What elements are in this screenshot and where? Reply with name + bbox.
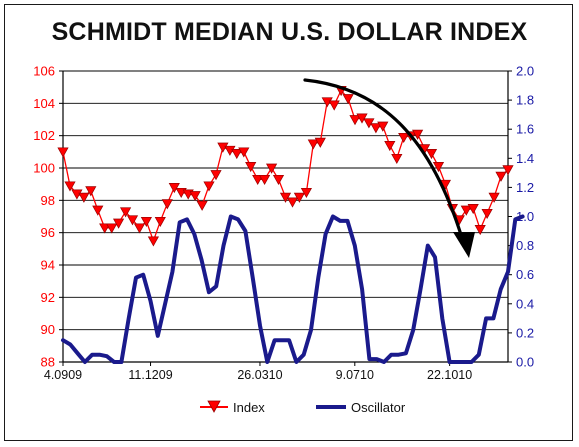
- legend-index-marker-icon: [207, 400, 221, 413]
- index-point: [57, 147, 69, 158]
- index-point: [272, 174, 285, 186]
- index-point: [481, 208, 493, 220]
- y-left-tick-label: 106: [33, 64, 55, 79]
- trend-arrow: [303, 78, 475, 258]
- index-point: [432, 162, 445, 173]
- index-point: [377, 121, 389, 132]
- y-right-tick-label: 0.6: [516, 267, 534, 282]
- y-left-tick-label: 94: [41, 258, 55, 273]
- index-point: [300, 187, 312, 199]
- index-point: [349, 115, 361, 126]
- index-point: [99, 223, 111, 234]
- y-right-tick-label: 0.2: [516, 325, 534, 340]
- index-point: [147, 236, 159, 247]
- y-right-tick-label: 0.4: [516, 296, 534, 311]
- y-right-tick-label: 1.0: [516, 209, 534, 224]
- index-point: [126, 215, 139, 226]
- index-point: [342, 94, 354, 105]
- index-point: [495, 171, 507, 182]
- index-point: [460, 205, 472, 216]
- axes: [59, 70, 512, 366]
- y-right-tick-label: 1.8: [516, 93, 534, 108]
- y-left-tick-label: 100: [33, 161, 55, 176]
- legend: Index Oscillator: [200, 400, 406, 415]
- index-point: [259, 174, 271, 186]
- index-point: [467, 204, 479, 215]
- index-point: [140, 216, 152, 228]
- index-point: [189, 191, 201, 202]
- trend-arrow-curve: [303, 78, 464, 240]
- trend-arrow-head-icon: [453, 232, 475, 258]
- index-point: [64, 181, 76, 192]
- index-point: [328, 100, 340, 111]
- index-series: [57, 86, 514, 247]
- y-axis-left-ticks: 88 90 92 94 96 98 100 102 104 106: [33, 64, 55, 370]
- y-right-tick-label: 1.2: [516, 180, 534, 195]
- y-left-tick-label: 102: [33, 128, 55, 143]
- y-left-tick-label: 98: [41, 193, 55, 208]
- index-point: [203, 181, 215, 192]
- x-axis-ticks: 4.0909 11.1209 26.0310 9.0710 22.1010: [44, 368, 472, 382]
- index-point: [245, 162, 257, 173]
- index-point: [252, 174, 264, 186]
- index-point: [474, 225, 486, 236]
- legend-oscillator-label: Oscillator: [351, 400, 406, 415]
- chart-title: SCHMIDT MEDIAN U.S. DOLLAR INDEX: [51, 18, 528, 46]
- index-point: [286, 197, 299, 208]
- index-point: [106, 223, 118, 234]
- index-point: [78, 192, 90, 203]
- index-point: [196, 200, 208, 211]
- index-point: [161, 199, 173, 210]
- index-point: [391, 153, 403, 165]
- y-right-tick-label: 1.6: [516, 122, 534, 137]
- oscillator-line: [61, 214, 525, 364]
- index-point: [370, 123, 382, 134]
- y-right-tick-label: 0.0: [516, 355, 534, 370]
- index-point: [307, 139, 319, 150]
- index-point: [238, 147, 250, 158]
- index-point: [92, 205, 104, 216]
- y-left-tick-label: 104: [33, 96, 55, 111]
- index-point: [425, 149, 438, 160]
- oscillator-series: [61, 214, 525, 364]
- index-point: [168, 183, 180, 194]
- index-point: [363, 118, 375, 129]
- x-tick-label: 22.1010: [427, 368, 472, 382]
- index-point: [314, 137, 326, 148]
- index-point: [502, 165, 514, 176]
- index-point: [231, 149, 243, 160]
- index-point: [120, 207, 132, 218]
- index-point: [398, 132, 410, 144]
- index-point: [266, 163, 278, 174]
- index-point: [85, 186, 97, 197]
- index-point: [384, 141, 396, 152]
- y-left-tick-label: 88: [41, 355, 55, 370]
- index-point: [488, 192, 500, 203]
- y-right-tick-label: 1.4: [516, 151, 534, 166]
- legend-index-label: Index: [233, 400, 265, 415]
- y-axis-right-ticks: 0.0 0.2 0.4 0.6 0.8 1.0 1.2 1.4 1.6 1.8 2.0: [516, 64, 534, 370]
- x-tick-label: 4.0909: [44, 368, 82, 382]
- y-left-tick-label: 92: [41, 290, 55, 305]
- x-tick-label: 9.0710: [336, 368, 374, 382]
- x-tick-label: 26.0310: [237, 368, 282, 382]
- y-right-tick-label: 0.8: [516, 238, 534, 253]
- index-point: [210, 170, 222, 181]
- y-left-tick-label: 96: [41, 225, 55, 240]
- x-tick-label: 11.1209: [128, 368, 172, 382]
- y-right-tick-label: 2.0: [516, 64, 534, 79]
- index-point: [154, 216, 166, 228]
- index-point: [133, 223, 146, 234]
- y-left-tick-label: 90: [41, 322, 55, 337]
- index-point: [412, 129, 424, 140]
- index-point: [113, 218, 125, 229]
- index-point: [293, 192, 305, 203]
